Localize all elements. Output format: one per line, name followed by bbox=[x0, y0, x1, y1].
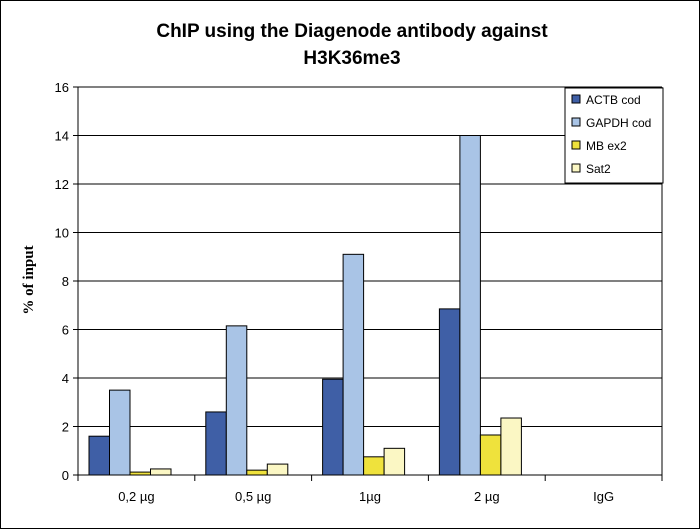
y-tick-label-8: 16 bbox=[55, 80, 69, 95]
bar-gapdh-cod-2 bbox=[342, 253, 365, 476]
bar-sat2-0 bbox=[150, 468, 172, 476]
legend-label-0: ACTB cod bbox=[586, 93, 641, 107]
legend-label-3: Sat2 bbox=[586, 162, 611, 176]
x-tick-label-3: 2 µg bbox=[474, 489, 500, 504]
legend-swatch-3 bbox=[571, 163, 581, 173]
legend-swatch-0 bbox=[571, 94, 581, 104]
bar-mb-ex2-2 bbox=[363, 456, 385, 476]
legend-label-2: MB ex2 bbox=[586, 139, 627, 153]
bar-gapdh-cod-3 bbox=[459, 135, 481, 476]
chart-title-line-1: ChIP using the Diagenode antibody agains… bbox=[156, 21, 548, 42]
bar-sat2-3 bbox=[500, 417, 522, 476]
x-tick-label-2: 1µg bbox=[359, 489, 381, 504]
x-tick-label-1: 0,5 µg bbox=[235, 489, 271, 504]
bar-actb-cod-2 bbox=[322, 378, 344, 476]
y-tick-labels: 0 2 4 6 8 10 12 14 16 bbox=[55, 80, 69, 483]
bar-gapdh-cod-1 bbox=[225, 325, 248, 476]
y-tick-label-2: 4 bbox=[62, 371, 69, 386]
bar-gapdh-cod-0 bbox=[109, 389, 131, 476]
x-tick-label-4: IgG bbox=[593, 489, 614, 504]
x-tick-labels: 0,2 µg 0,5 µg 1µg 2 µg IgG bbox=[118, 489, 614, 504]
legend-box bbox=[564, 87, 664, 184]
y-tick-label-1: 2 bbox=[62, 420, 69, 435]
y-axis-label: % of input bbox=[21, 245, 37, 314]
y-tick-label-7: 14 bbox=[55, 129, 69, 144]
bar-actb-cod-0 bbox=[88, 435, 110, 476]
y-tick-label-3: 6 bbox=[62, 323, 69, 338]
bar-sat2-2 bbox=[383, 447, 406, 476]
y-tick-label-0: 0 bbox=[62, 468, 69, 483]
y-tick-label-4: 8 bbox=[62, 274, 69, 289]
legend-swatch-1 bbox=[571, 117, 581, 127]
legend-label-1: GAPDH cod bbox=[586, 116, 651, 130]
x-tick-label-0: 0,2 µg bbox=[118, 489, 154, 504]
bar-mb-ex2-1 bbox=[246, 469, 268, 476]
legend-swatch-2 bbox=[571, 140, 581, 150]
bar-mb-ex2-3 bbox=[479, 434, 502, 476]
legend: ACTB cod GAPDH cod MB ex2 Sat2 bbox=[564, 87, 664, 184]
chart-title-line-2: H3K36me3 bbox=[303, 48, 400, 69]
bar-actb-cod-3 bbox=[438, 308, 461, 476]
bar-sat2-1 bbox=[266, 463, 289, 476]
bars bbox=[88, 135, 522, 476]
y-tick-label-5: 10 bbox=[55, 226, 69, 241]
bar-actb-cod-1 bbox=[205, 411, 227, 476]
y-tick-label-6: 12 bbox=[55, 177, 69, 192]
